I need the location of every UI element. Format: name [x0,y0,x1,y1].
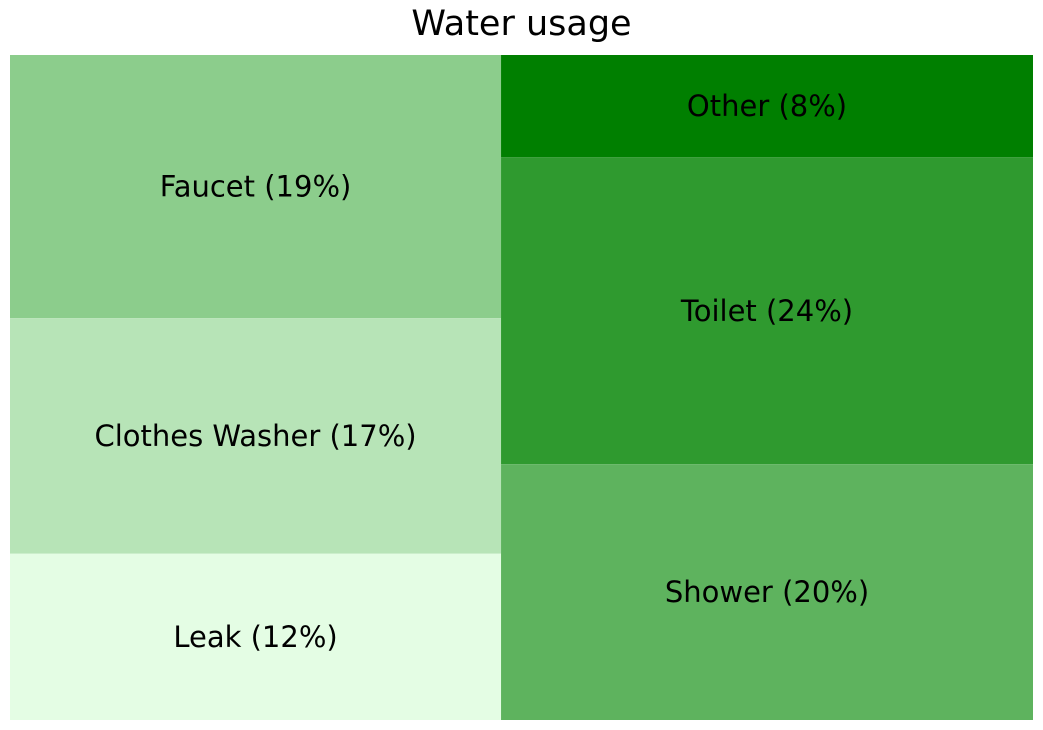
chart-title: Water usage [411,4,632,44]
treemap-label-faucet: Faucet (19%) [160,170,352,204]
treemap-label-leak: Leak (12%) [173,620,337,654]
treemap-label-toilet: Toilet (24%) [680,294,853,328]
treemap-label-other: Other (8%) [687,89,847,123]
treemap-tile-leak [10,553,502,720]
treemap-tile-shower [501,464,1033,720]
treemap-tile-clothes-washer [10,318,502,554]
treemap-tile-faucet [10,55,502,319]
treemap-label-clothes-washer: Clothes Washer (17%) [94,419,416,453]
treemap-tile-other [501,55,1033,158]
treemap-tile-toilet [501,157,1033,465]
treemap-label-shower: Shower (20%) [665,575,869,609]
